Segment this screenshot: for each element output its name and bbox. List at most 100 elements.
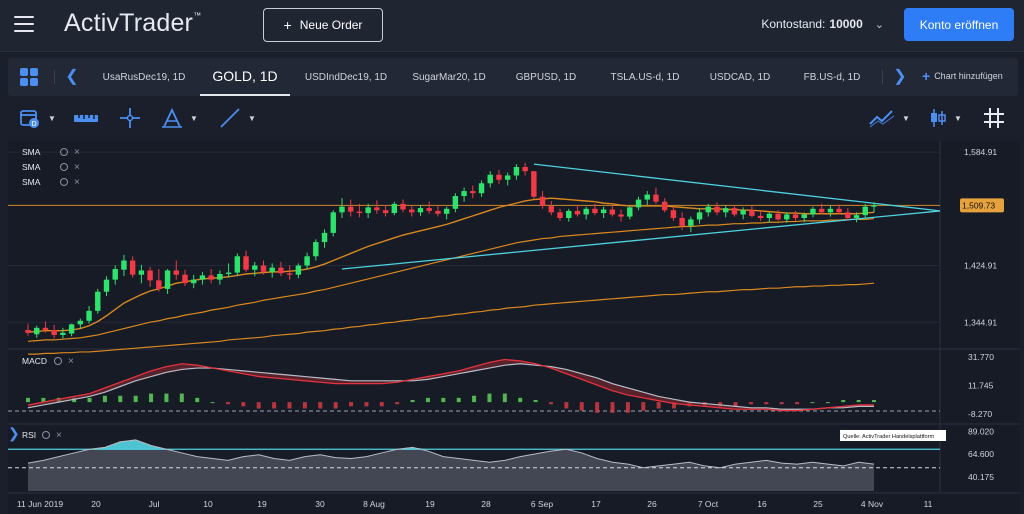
account-balance[interactable]: Kontostand: 10000 ⌄ — [761, 17, 884, 31]
candle — [164, 270, 171, 289]
rsi-line — [27, 439, 875, 469]
triangle-upper-line — [533, 163, 941, 212]
candle — [295, 265, 302, 275]
macd-histogram-bar — [548, 402, 553, 405]
x-tick-label: 11 Jun 2019 — [17, 499, 63, 509]
macd-histogram-bar — [625, 402, 630, 413]
triangle-lower-line — [341, 210, 941, 270]
chevron-right-icon[interactable]: ❯ — [893, 68, 907, 85]
candle — [313, 242, 319, 257]
candle — [60, 332, 66, 335]
macd-histogram-bar — [256, 402, 261, 409]
candle — [391, 203, 398, 214]
candle — [112, 269, 118, 280]
candle — [740, 210, 746, 215]
layout-grid-icon[interactable] — [20, 68, 38, 86]
macd-histogram-bar — [656, 402, 661, 409]
candle — [539, 196, 546, 206]
chevron-right-icon[interactable]: ❯ — [8, 425, 20, 441]
candle — [792, 214, 799, 219]
candle — [487, 174, 493, 184]
trendline-tool[interactable]: ▼ — [218, 104, 256, 132]
chart-panel[interactable]: 1,584.91 1,424.91 1,344.91 1,509.73 SMA × SMA ×… — [8, 141, 1020, 514]
candle — [347, 206, 354, 212]
add-chart-label: Chart hinzufügen — [934, 71, 1003, 81]
tab-gold[interactable]: GOLD, 1D — [200, 58, 290, 96]
candle — [714, 206, 720, 213]
tab-fb[interactable]: FB.US-d, 1D — [803, 71, 861, 83]
candle — [566, 210, 572, 219]
open-account-button[interactable]: Konto eröffnen — [904, 8, 1014, 41]
candle — [784, 214, 790, 220]
rsi-overbought-area — [28, 439, 874, 450]
add-chart-button[interactable]: + Chart hinzufügen — [922, 68, 1003, 84]
candle — [618, 214, 624, 217]
tab-sugarmar20[interactable]: SugarMar20, 1D — [412, 71, 486, 83]
candle — [661, 201, 668, 211]
candle — [452, 196, 459, 209]
candle — [68, 324, 75, 334]
close-icon: × — [74, 177, 80, 188]
menu-icon[interactable] — [14, 16, 34, 34]
tab-usdinddec19[interactable]: USDIndDec19, 1D — [304, 71, 388, 83]
macd-histogram-bar — [718, 402, 723, 407]
macd-histogram-bar — [26, 397, 30, 403]
tab-tsla[interactable]: TSLA.US-d, 1D — [610, 71, 680, 83]
candle — [635, 199, 642, 208]
chart-type-tool[interactable]: ▼ — [928, 104, 962, 132]
new-order-button[interactable]: + Neue Order — [263, 8, 383, 42]
macd-histogram-bar — [472, 395, 477, 403]
settings-icon — [60, 163, 68, 171]
fibonacci-tool[interactable]: ▼ — [160, 104, 198, 132]
grid-toggle-tool[interactable] — [982, 104, 1006, 132]
candle — [304, 256, 310, 266]
candle — [461, 191, 467, 197]
tab-usdcad[interactable]: USDCAD, 1D — [709, 71, 771, 83]
macd-histogram-bar — [195, 397, 200, 403]
current-price-badge — [960, 198, 1004, 213]
x-tick-label: Jul — [149, 499, 160, 509]
candle — [269, 267, 275, 272]
fibonacci-icon — [162, 107, 182, 128]
macd-histogram-bar — [302, 402, 307, 409]
candle — [871, 205, 877, 207]
candle — [862, 206, 868, 216]
settings-icon — [42, 431, 50, 439]
macd-histogram-bar — [379, 402, 384, 407]
candle — [688, 219, 694, 226]
macd-histogram-bar — [795, 402, 800, 405]
current-price-label: 1,509.73 — [962, 200, 995, 210]
candle — [321, 232, 328, 243]
candle — [435, 210, 441, 214]
indicators-tool[interactable]: ▼ — [868, 104, 910, 132]
chart-canvas[interactable]: 1,584.91 1,424.91 1,344.91 1,509.73 SMA × SMA ×… — [8, 141, 1020, 514]
tab-gbpusd[interactable]: GBPUSD, 1D — [515, 71, 577, 83]
candle — [147, 270, 153, 281]
macd-line — [27, 358, 874, 412]
calendar-tool[interactable]: D ▼ — [18, 104, 56, 132]
candle — [644, 194, 650, 200]
sma-legend-label: SMA — [22, 177, 41, 187]
candle — [208, 275, 214, 280]
x-tick-label: 8 Aug — [363, 499, 385, 509]
tab-usarusdec19[interactable]: UsaRusDec19, 1D — [102, 71, 186, 83]
candle — [138, 270, 145, 275]
candle — [583, 208, 589, 215]
candle — [548, 205, 555, 213]
candle — [34, 327, 40, 335]
macd-histogram-bar — [425, 397, 430, 403]
crosshair-tool[interactable] — [118, 104, 142, 132]
chevron-left-icon[interactable]: ❮ — [65, 68, 79, 85]
candle — [426, 208, 432, 211]
ruler-tool[interactable] — [72, 104, 100, 132]
caret-down-icon: ▼ — [248, 113, 256, 123]
plus-icon: + — [922, 68, 931, 84]
macd-histogram-bar — [856, 399, 861, 403]
settings-icon — [60, 148, 68, 156]
macd-histogram-bar — [133, 395, 138, 403]
macd-histogram-bar — [241, 402, 246, 407]
account-value: 10000 — [829, 17, 863, 31]
x-tick-label: 17 — [591, 499, 601, 509]
candle — [260, 265, 267, 272]
